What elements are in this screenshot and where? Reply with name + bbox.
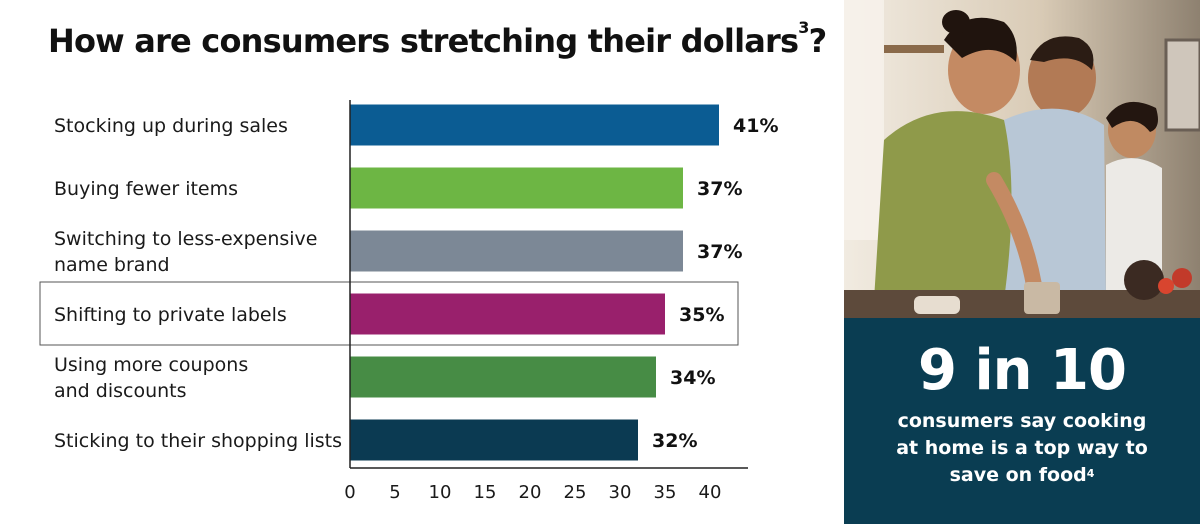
category-label-5: Sticking to their shopping lists <box>54 430 342 452</box>
value-label-2: 37% <box>697 241 742 263</box>
category-label-4-line1: and discounts <box>54 380 187 402</box>
x-tick-25: 25 <box>564 482 587 503</box>
x-tick-30: 30 <box>609 482 632 503</box>
highlight-box <box>39 281 739 346</box>
stat-statement-block: consumers say cooking at home is a top w… <box>892 408 1152 489</box>
x-tick-5: 5 <box>389 482 400 503</box>
x-tick-20: 20 <box>519 482 542 503</box>
value-label-1: 37% <box>697 178 742 200</box>
x-tick-40: 40 <box>699 482 722 503</box>
value-label-4: 34% <box>670 367 715 389</box>
value-label-0: 41% <box>733 115 778 137</box>
stat-footnote-ref: 4 <box>1086 467 1095 480</box>
x-tick-35: 35 <box>654 482 677 503</box>
bar-1 <box>350 167 683 209</box>
bar-4 <box>350 356 656 398</box>
x-tick-15: 15 <box>474 482 497 503</box>
bar-0 <box>350 104 719 146</box>
x-tick-10: 10 <box>429 482 452 503</box>
chart-title: How are consumers stretching their dolla… <box>48 18 827 60</box>
category-label-3: Shifting to private labels <box>54 304 287 326</box>
bar-2 <box>350 230 683 272</box>
value-label-3: 35% <box>679 304 724 326</box>
family-cooking-photo <box>844 0 1200 318</box>
category-label-4-line0: Using more coupons <box>54 354 248 376</box>
x-tick-0: 0 <box>344 482 355 503</box>
title-footnote-ref: 3 <box>798 18 809 37</box>
value-label-5: 32% <box>652 430 697 452</box>
bar-chart: 41% Stocking up during sales 37% Buying few… <box>39 100 778 503</box>
bar-5 <box>350 419 638 461</box>
category-label-2-line1: name brand <box>54 254 170 276</box>
category-label-0: Stocking up during sales <box>54 115 288 137</box>
stat-callout: 9 in 10 consumers say cooking at home is… <box>844 318 1200 524</box>
category-label-2-line0: Switching to less-expensive <box>54 228 317 250</box>
stat-big-number: 9 in 10 <box>918 338 1127 403</box>
stat-statement: consumers say cooking at home is a top w… <box>896 410 1148 486</box>
bar-3 <box>350 293 665 335</box>
category-label-1: Buying fewer items <box>54 178 238 200</box>
